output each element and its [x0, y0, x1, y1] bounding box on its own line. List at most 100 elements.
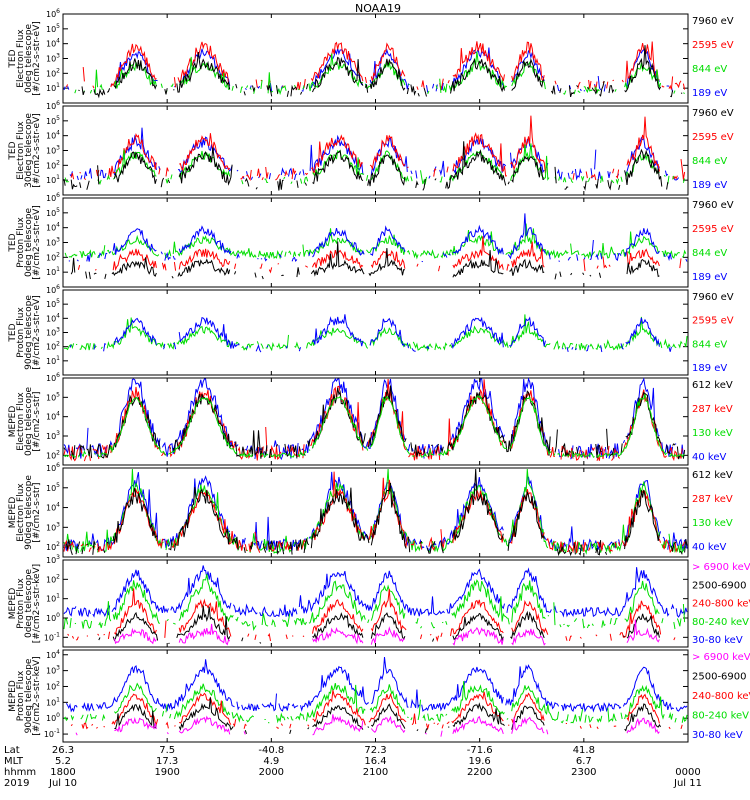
legend-entry: 287 keV [692, 494, 733, 505]
y-axis-label: MEPED [8, 406, 18, 438]
legend-entry: 2595 eV [692, 40, 734, 51]
y-tick-label: 102 [46, 341, 60, 352]
y-tick-label: 103 [46, 430, 60, 441]
series-trace [64, 379, 687, 461]
x-axis-date: Jul 10 [48, 778, 77, 789]
y-axis-label: 0deg telescope [24, 569, 34, 639]
y-axis-label: 0deg telescope [24, 387, 34, 457]
y-axis-label: Proton Flux [16, 670, 26, 721]
legend-entry: 30-80 keV [692, 635, 743, 646]
x-axis-mlt: 6.7 [576, 756, 592, 767]
legend-entry: 2500-6900 [692, 580, 747, 591]
y-axis-label: 90deg telescope [24, 658, 34, 733]
y-axis-label: 90deg telescope [24, 295, 34, 370]
y-tick-label: 105 [46, 482, 60, 493]
legend-entry: 612 keV [692, 470, 733, 481]
series-red [64, 379, 687, 461]
legend-entry: > 6900 keV [692, 652, 750, 663]
series-trace [63, 565, 688, 618]
legend-entry: 40 keV [692, 452, 726, 463]
panel-frame [62, 289, 689, 376]
y-tick-label: 103 [46, 327, 60, 338]
legend-entry: 844 eV [692, 339, 727, 350]
x-row-label: MLT [4, 756, 24, 767]
y-axis-label: MEPED [8, 680, 18, 712]
series-trace [78, 45, 684, 97]
x-axis-hhmm: 2100 [363, 767, 388, 778]
x-row-label: 2019 [4, 778, 29, 789]
y-tick-label: 102 [46, 541, 60, 552]
y-axis-label: [#/cm2-s-str-eV] [32, 113, 42, 188]
y-tick-label: 104 [46, 649, 60, 660]
x-row-label: hhmm [4, 767, 36, 778]
y-axis-label: Electron Flux [16, 483, 26, 542]
y-tick-label: 106 [46, 462, 60, 473]
y-axis-label: MEPED [8, 497, 18, 529]
y-tick-label: 101 [46, 355, 60, 366]
y-axis-label: [#/cm2-s-str-eV] [32, 205, 42, 280]
series-green [64, 143, 686, 186]
series-red [64, 472, 687, 553]
series-green [63, 314, 688, 352]
x-axis-hhmm: 1800 [50, 767, 75, 778]
y-tick-label: 100 [46, 612, 60, 623]
series-trace [68, 588, 681, 641]
x-axis-mlt: 16.4 [364, 756, 386, 767]
y-axis-label: 0deg telescope [24, 208, 34, 278]
y-axis-label: Proton Flux [16, 578, 26, 629]
y-tick-label: 106 [46, 8, 60, 19]
y-tick-label: 103 [46, 554, 60, 565]
y-tick-label: 102 [46, 159, 60, 170]
y-tick-label: 104 [46, 130, 60, 141]
y-tick-label: 101 [46, 593, 60, 604]
x-axis-hhmm: 1900 [154, 767, 179, 778]
x-axis-lat: 26.3 [52, 745, 74, 756]
legend-entry: 189 eV [692, 272, 727, 283]
x-row-label: Lat [4, 745, 20, 756]
y-axis-label: [#/cm2-s-str-keV] [32, 656, 42, 735]
series-green [63, 681, 688, 724]
y-tick-label: 100 [46, 712, 60, 723]
y-tick-label: 103 [46, 237, 60, 248]
x-axis-lat: -40.8 [258, 745, 284, 756]
series-black [78, 45, 684, 97]
series-trace [70, 314, 686, 352]
series-magenta [114, 620, 669, 646]
legend-entry: 30-80 keV [692, 730, 743, 741]
figure-title: NOAA19 [355, 2, 401, 15]
y-tick-label: 105 [46, 23, 60, 34]
y-tick-label: 101 [46, 696, 60, 707]
y-axis-label: Proton Flux [16, 307, 26, 358]
y-axis-label: Electron Flux [16, 121, 26, 180]
y-axis-label: TED [8, 49, 18, 68]
legend-entry: 240-800 keV [692, 599, 750, 610]
x-axis-mlt: 19.6 [469, 756, 491, 767]
x-axis-mlt: 4.9 [263, 756, 279, 767]
panel-frame [62, 13, 689, 104]
y-axis-label: [#/cm2-s-str] [32, 482, 42, 542]
legend-entry: 612 keV [692, 380, 733, 391]
y-tick-label: 105 [46, 298, 60, 309]
legend-entry: 7960 eV [692, 200, 734, 211]
y-tick-label: 104 [46, 222, 60, 233]
x-axis-hhmm: 0000 [675, 767, 700, 778]
legend-entry: 7960 eV [692, 108, 734, 119]
legend-entry: > 6900 keV [692, 562, 750, 573]
panel-frame [62, 377, 689, 466]
y-tick-label: 103 [46, 521, 60, 532]
x-axis-lat: 72.3 [364, 745, 386, 756]
y-tick-label: 106 [46, 192, 60, 203]
series-trace [114, 620, 669, 646]
y-tick-label: 105 [46, 391, 60, 402]
legend-entry: 189 eV [692, 363, 727, 374]
y-tick-label: 103 [46, 145, 60, 156]
legend-entry: 844 eV [692, 248, 727, 259]
y-axis-label: TED [8, 233, 18, 252]
